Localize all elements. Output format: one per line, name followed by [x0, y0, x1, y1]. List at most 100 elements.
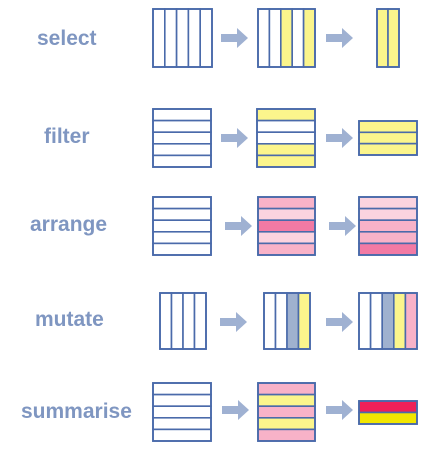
verb-row-select: select	[37, 8, 400, 68]
table-row	[256, 108, 316, 122]
right-arrow-icon	[326, 400, 353, 420]
table-arrange-stage-3	[358, 196, 418, 256]
table-outline	[256, 108, 316, 168]
table-row	[256, 119, 316, 133]
table-row	[257, 393, 316, 408]
table-outline	[152, 196, 212, 256]
table-column	[170, 292, 184, 350]
table-column	[392, 292, 407, 350]
table-row	[358, 142, 418, 156]
table-mutate-stage-2	[263, 292, 311, 350]
right-arrow-icon	[221, 128, 248, 148]
table-row	[152, 154, 212, 168]
table-filter-stage-1	[152, 108, 212, 168]
table-mutate-stage-3	[358, 292, 418, 350]
table-outline	[376, 8, 400, 68]
table-row	[152, 108, 212, 122]
table-row	[358, 231, 418, 245]
table-row	[152, 207, 212, 222]
table-outline	[152, 108, 212, 168]
table-outline	[159, 292, 207, 350]
table-outline	[358, 400, 418, 425]
table-outline	[152, 8, 213, 68]
table-row	[358, 219, 418, 233]
right-arrow-icon	[220, 312, 247, 332]
table-column	[274, 292, 288, 350]
table-row	[152, 242, 212, 256]
verb-row-arrange: arrange	[30, 196, 418, 256]
table-row	[257, 428, 316, 442]
table-arrange-stage-1	[152, 196, 212, 256]
table-row	[152, 231, 212, 245]
table-row	[152, 405, 212, 419]
verb-label-summarise: summarise	[21, 400, 132, 423]
table-row	[257, 382, 316, 396]
table-column	[164, 8, 178, 68]
table-column	[302, 8, 316, 68]
table-row	[358, 196, 418, 210]
table-row	[152, 416, 212, 431]
verb-label-arrange: arrange	[30, 213, 107, 236]
verb-label-filter: filter	[44, 125, 90, 148]
table-column	[387, 8, 400, 68]
right-arrow-icon	[329, 216, 356, 236]
table-row	[257, 207, 316, 222]
table-outline	[263, 292, 311, 350]
verb-row-summarise: summarise	[21, 382, 418, 442]
table-select-stage-1	[152, 8, 213, 68]
table-column	[159, 292, 173, 350]
table-column	[152, 8, 166, 68]
table-row	[358, 242, 418, 256]
verb-label-mutate: mutate	[35, 308, 104, 331]
table-outline	[358, 196, 418, 256]
table-column	[187, 8, 201, 68]
table-row	[257, 242, 316, 256]
table-column	[286, 292, 300, 350]
table-row	[256, 143, 316, 157]
verb-label-select: select	[37, 27, 97, 50]
table-mutate-stage-1	[159, 292, 207, 350]
table-column	[279, 8, 293, 68]
table-select-stage-2	[257, 8, 316, 68]
table-row	[152, 382, 212, 396]
table-outline	[257, 196, 316, 256]
table-row	[257, 219, 316, 233]
table-column	[199, 8, 213, 68]
table-row	[152, 219, 212, 233]
table-column	[404, 292, 418, 350]
table-row	[257, 405, 316, 419]
table-row	[358, 207, 418, 222]
right-arrow-icon	[326, 28, 353, 48]
table-row	[152, 196, 212, 210]
table-column	[369, 292, 384, 350]
table-row	[358, 411, 418, 425]
table-select-stage-3	[376, 8, 400, 68]
table-summarise-stage-2	[257, 382, 316, 442]
table-row	[257, 231, 316, 245]
right-arrow-icon	[326, 312, 353, 332]
right-arrow-icon	[326, 128, 353, 148]
table-column	[358, 292, 372, 350]
table-summarise-stage-1	[152, 382, 212, 442]
table-summarise-stage-3	[358, 400, 418, 425]
table-arrange-stage-2	[257, 196, 316, 256]
table-row	[152, 131, 212, 145]
table-row	[152, 428, 212, 442]
table-row	[358, 400, 418, 414]
table-column	[193, 292, 207, 350]
right-arrow-icon	[225, 216, 252, 236]
table-outline	[257, 382, 316, 442]
verb-row-mutate: mutate	[35, 292, 418, 350]
table-column	[376, 8, 389, 68]
table-outline	[257, 8, 316, 68]
table-column	[175, 8, 190, 68]
verb-row-filter: filter	[44, 108, 418, 168]
table-column	[297, 292, 311, 350]
right-arrow-icon	[222, 400, 249, 420]
table-filter-stage-2	[256, 108, 316, 168]
table-row	[257, 196, 316, 210]
right-arrow-icon	[221, 28, 248, 48]
table-row	[152, 393, 212, 408]
table-row	[358, 120, 418, 134]
